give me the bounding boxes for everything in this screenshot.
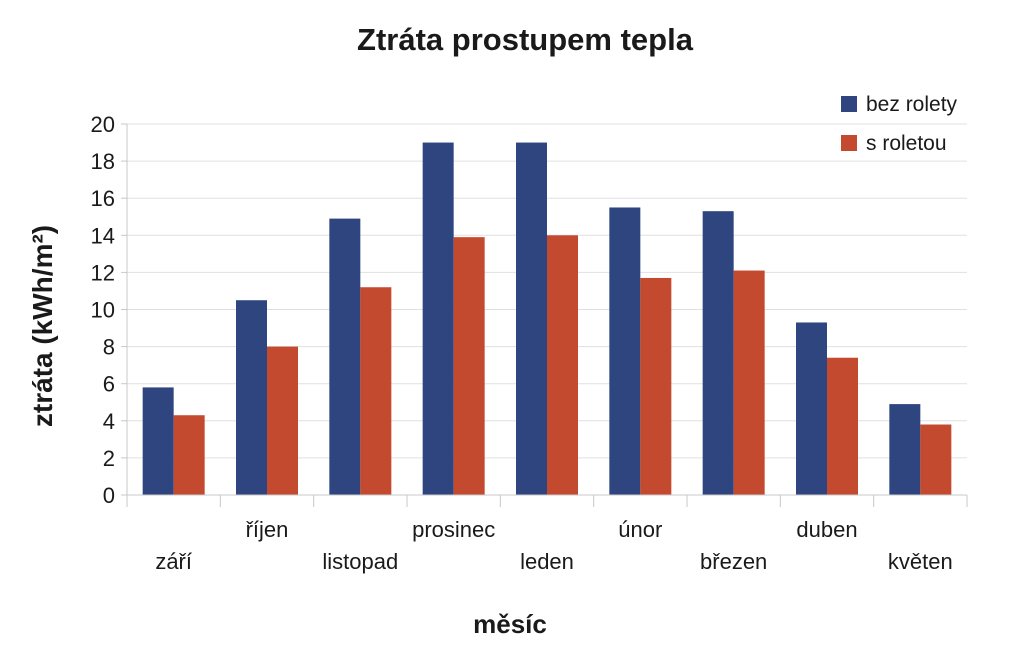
bars: [142, 142, 952, 496]
bar: [267, 346, 298, 495]
bar: [920, 424, 952, 495]
y-tick-label: 12: [91, 260, 115, 285]
bar: [733, 270, 765, 495]
legend-label: bez rolety: [866, 93, 958, 116]
y-tick-label: 20: [91, 112, 115, 137]
x-tick-label: listopad: [322, 549, 398, 574]
x-tick-label: květen: [888, 549, 953, 574]
legend-swatch: [841, 96, 857, 112]
bar: [516, 142, 547, 496]
bar: [609, 207, 641, 495]
bar: [827, 357, 858, 495]
x-tick-label: duben: [796, 517, 857, 542]
bar: [640, 277, 672, 495]
bar: [422, 142, 454, 496]
x-tick-label: prosinec: [412, 517, 495, 542]
legend-swatch: [841, 135, 857, 151]
legend: bez rolety s roletou: [841, 93, 958, 155]
bar: [173, 415, 205, 495]
x-tick-label: únor: [618, 517, 662, 542]
x-tick-label: leden: [520, 549, 574, 574]
y-tick-label: 6: [103, 372, 115, 397]
x-axis-label: měsíc: [473, 609, 547, 639]
axes: 0 2 4 6 8 10 12 14 16 18 20 září říjen listopad prosin…: [91, 112, 968, 574]
chart-title: Ztráta prostupem tepla: [357, 22, 694, 57]
y-tick-label: 2: [103, 446, 115, 471]
y-tick-label: 16: [91, 186, 115, 211]
legend-label: s roletou: [866, 132, 947, 155]
x-tick-label: březen: [700, 549, 767, 574]
y-tick-label: 18: [91, 149, 115, 174]
bar: [547, 235, 578, 496]
x-tick-label: září: [155, 549, 192, 574]
bar: [702, 211, 734, 495]
y-axis-label: ztráta (kWh/m²): [27, 225, 58, 427]
y-tick-label: 14: [91, 223, 115, 248]
bar: [453, 237, 485, 495]
bar: [236, 300, 267, 495]
bar: [142, 387, 174, 495]
y-tick-label: 8: [103, 335, 115, 360]
bar: [889, 404, 921, 495]
y-tick-label: 10: [91, 298, 115, 323]
bar: [796, 322, 827, 495]
bar: [329, 218, 361, 496]
y-tick-label: 4: [103, 409, 115, 434]
bar: [360, 287, 392, 495]
x-tick-label: říjen: [246, 517, 289, 542]
y-tick-label: 0: [103, 483, 115, 508]
